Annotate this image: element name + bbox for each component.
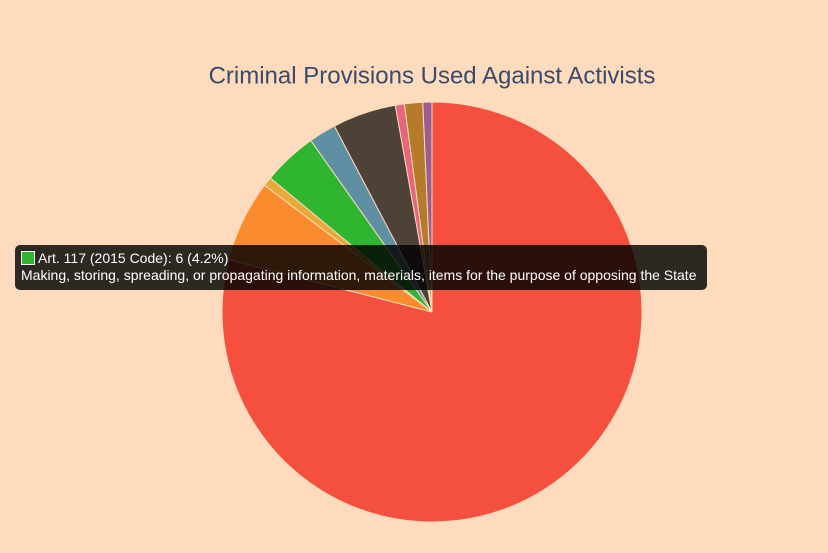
- chart-title: Criminal Provisions Used Against Activis…: [209, 62, 656, 89]
- tooltip-body: Making, storing, spreading, or propagati…: [21, 267, 697, 283]
- tooltip-title-row: Art. 117 (2015 Code): 6 (4.2%): [21, 250, 701, 267]
- tooltip-title: Art. 117 (2015 Code): 6 (4.2%): [38, 250, 229, 266]
- pie: [221, 101, 643, 523]
- tooltip: Art. 117 (2015 Code): 6 (4.2%) Making, s…: [15, 245, 707, 290]
- tooltip-swatch: [21, 251, 35, 265]
